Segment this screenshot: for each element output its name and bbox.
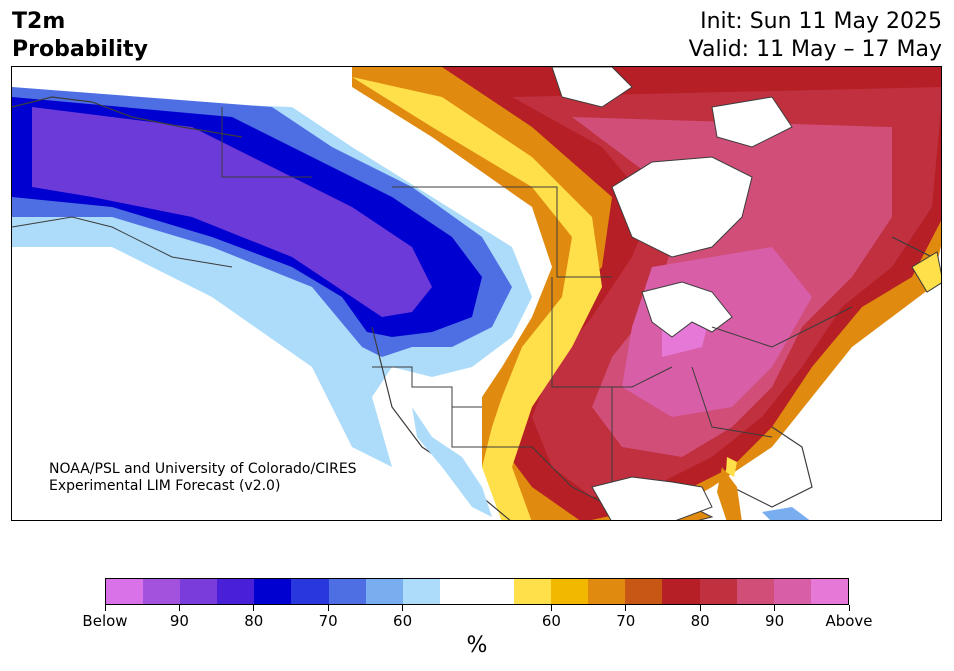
colorbar-segment: [439, 579, 477, 604]
colorbar-segment: [662, 579, 700, 604]
arctic-water: [551, 67, 793, 148]
colorbar-segment: [106, 579, 144, 604]
init-date: Init: Sun 11 May 2025: [700, 9, 942, 34]
colorbar-segment: [365, 579, 403, 604]
colorbar-tick: [699, 605, 701, 611]
colorbar-tick-label: 60: [393, 612, 413, 630]
colorbar-tick-label: 90: [765, 612, 785, 630]
colorbar-tick: [253, 605, 255, 611]
probability-map: [11, 66, 942, 521]
colorbar-segment: [736, 579, 774, 604]
colorbar-segment: [476, 579, 515, 604]
colorbar-tick: [774, 605, 776, 611]
colorbar-segment: [328, 579, 366, 604]
colorbar-segment: [810, 579, 848, 604]
credit-line-2: Experimental LIM Forecast (v2.0): [49, 478, 281, 494]
colorbar-tick-label: Above: [825, 612, 873, 630]
colorbar-tick: [402, 605, 404, 611]
colorbar-segment: [402, 579, 440, 604]
colorbar-tick-label: 90: [169, 612, 189, 630]
colorbar-tick: [178, 605, 180, 611]
great-lakes: [641, 281, 733, 338]
map-title: T2m Probability: [12, 8, 148, 64]
purple-zone: [32, 107, 432, 317]
colorbar-tick: [625, 605, 627, 611]
colorbar-segment: [180, 579, 218, 604]
newfoundland: [911, 251, 941, 293]
colorbar-tick: [327, 605, 329, 611]
valid-date: Valid: 11 May – 17 May: [688, 37, 942, 62]
unit-label: %: [466, 633, 488, 658]
title-line-2: Probability: [12, 37, 148, 62]
colorbar-segment: [514, 579, 552, 604]
colorbar-segment: [551, 579, 589, 604]
colorbar-tick-label: Below: [82, 612, 128, 630]
map-canvas: [12, 67, 941, 520]
colorbar-segment: [254, 579, 292, 604]
colorbar-tick-label: 80: [690, 612, 710, 630]
colorbar-tick-label: 60: [541, 612, 561, 630]
colorbar-tick-label: 80: [244, 612, 264, 630]
florida-tip: [726, 457, 737, 477]
colorbar-segment: [143, 579, 181, 604]
title-line-1: T2m: [12, 9, 66, 34]
colorbar-tick-label: 70: [318, 612, 338, 630]
gulf-of-mexico: [591, 476, 713, 520]
colorbar: [105, 578, 849, 605]
forecast-dates: Init: Sun 11 May 2025 Valid: 11 May – 17…: [689, 8, 942, 64]
yellow-band: [352, 77, 602, 520]
credit-text: NOAA/PSL and University of Colorado/CIRE…: [49, 461, 357, 495]
colorbar-tick: [550, 605, 552, 611]
colorbar-segment: [699, 579, 737, 604]
colorbar-segment: [773, 579, 811, 604]
colorbar-segment: [291, 579, 329, 604]
colorbar-segment: [588, 579, 626, 604]
hudson-bay: [611, 156, 753, 258]
colorbar-segment: [217, 579, 255, 604]
colorbar-tick: [104, 605, 106, 611]
caribbean-island: [762, 507, 810, 520]
colorbar-tick: [848, 605, 850, 611]
colorbar-tick-label: 70: [616, 612, 636, 630]
baja: [412, 407, 492, 517]
credit-line-1: NOAA/PSL and University of Colorado/CIRE…: [49, 461, 357, 477]
colorbar-segment: [625, 579, 663, 604]
florida: [717, 467, 742, 520]
